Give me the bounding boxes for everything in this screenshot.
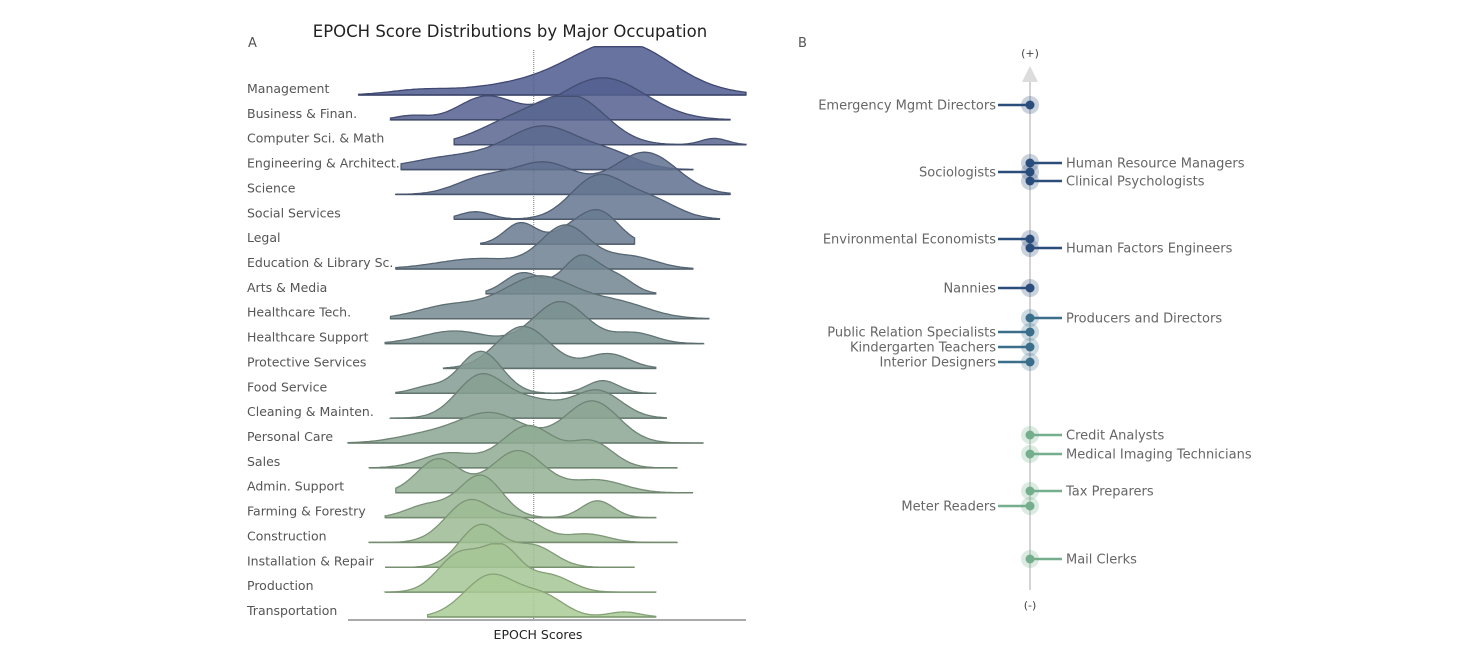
point-label: Interior Designers <box>879 356 996 371</box>
point-label: Environmental Economists <box>823 233 996 248</box>
data-point <box>1025 283 1035 293</box>
point-label: Producers and Directors <box>1066 312 1222 327</box>
point-label: Clinical Psychologists <box>1066 175 1205 190</box>
ridge-area <box>453 173 721 220</box>
data-point <box>1025 357 1035 367</box>
data-point <box>1025 167 1035 177</box>
data-point <box>1025 100 1035 110</box>
point-label: Credit Analysts <box>1066 429 1165 444</box>
ridge-area <box>388 373 668 419</box>
row-label: Cleaning & Mainten. <box>247 404 374 419</box>
data-point <box>1025 158 1035 168</box>
axis-top-label: (+) <box>1021 47 1039 60</box>
row-label: Farming & Forestry <box>247 504 366 519</box>
point-label: Nannies <box>943 282 996 297</box>
data-point <box>1025 430 1035 440</box>
row-label: Protective Services <box>247 354 366 369</box>
row-label: Engineering & Architect. <box>247 156 400 171</box>
point-label: Medical Imaging Technicians <box>1066 448 1252 463</box>
point-label: Tax Preparers <box>1065 485 1154 500</box>
row-label: Social Services <box>247 205 341 220</box>
ridge-area <box>368 424 678 469</box>
point-label: Kindergarten Teachers <box>850 341 996 356</box>
data-point <box>1025 501 1035 511</box>
row-label: Sales <box>247 454 280 469</box>
data-point <box>1025 313 1035 323</box>
chart-title: EPOCH Score Distributions by Major Occup… <box>313 22 707 41</box>
point-label: Meter Readers <box>901 500 996 515</box>
ridge-area <box>395 350 657 394</box>
data-point <box>1025 342 1035 352</box>
point-label: Public Relation Specialists <box>827 326 996 341</box>
ridgeline-plot: Management Business & Finan. Computer Sci.… <box>246 46 747 620</box>
data-point <box>1025 234 1035 244</box>
row-label: Personal Care <box>247 429 333 444</box>
row-label: Computer Sci. & Math <box>247 131 384 146</box>
row-label: Transportation <box>246 603 337 618</box>
rank-plot: (+) (-) Emergency Mgmt Directors Human Reso… <box>818 47 1252 612</box>
row-label: Production <box>247 578 314 593</box>
data-point <box>1025 449 1035 459</box>
row-label: Healthcare Tech. <box>247 305 351 320</box>
data-point <box>1025 486 1035 496</box>
row-label: Science <box>247 180 296 195</box>
data-point <box>1025 554 1035 564</box>
ridge-area <box>384 300 705 345</box>
panel-a-label: A <box>248 36 257 51</box>
ridge-area <box>384 474 657 519</box>
row-label: Installation & Repair <box>247 553 375 568</box>
ridge-area <box>389 275 710 320</box>
axis-arrow-icon <box>1022 66 1038 82</box>
data-point <box>1025 176 1035 186</box>
row-label: Healthcare Support <box>247 330 369 345</box>
row-label: Food Service <box>247 379 327 394</box>
ridge-area <box>395 224 694 270</box>
point-label: Sociologists <box>919 166 996 181</box>
axis-bottom-label: (-) <box>1024 599 1037 612</box>
data-point <box>1025 327 1035 337</box>
row-label: Business & Finan. <box>247 106 357 121</box>
ridge-area <box>394 151 731 196</box>
point-label: Mail Clerks <box>1066 553 1137 568</box>
ridge-area <box>357 46 747 96</box>
ridge-area <box>426 573 657 618</box>
row-label: Education & Library Sc. <box>247 255 393 270</box>
ridge-area <box>367 498 679 544</box>
row-label: Arts & Media <box>247 280 327 295</box>
point-label: Human Resource Managers <box>1066 157 1245 172</box>
panel-b-label: B <box>798 36 807 51</box>
row-label: Admin. Support <box>247 479 344 494</box>
x-axis-label: EPOCH Scores <box>494 627 583 642</box>
row-label: Legal <box>247 230 281 245</box>
row-label: Construction <box>247 528 327 543</box>
point-label: Human Factors Engineers <box>1066 242 1233 257</box>
row-label: Management <box>247 81 329 96</box>
point-label: Emergency Mgmt Directors <box>818 99 996 114</box>
data-point <box>1025 243 1035 253</box>
